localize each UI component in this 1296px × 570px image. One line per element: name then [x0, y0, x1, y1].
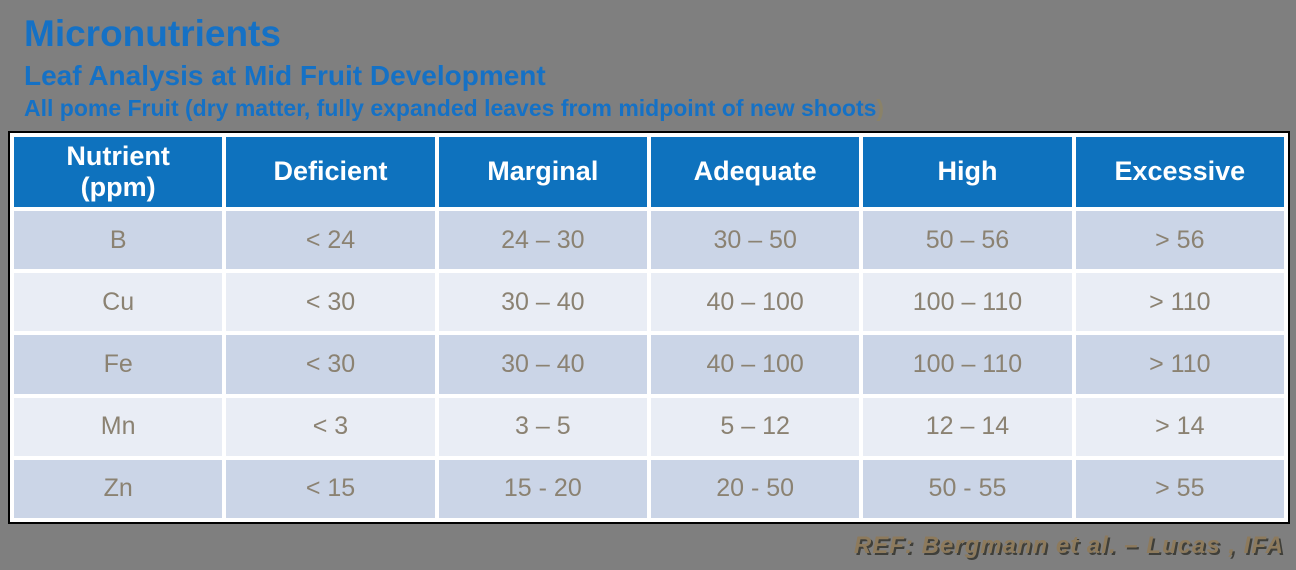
- cell-high: 50 - 55: [863, 459, 1072, 518]
- cell-nutrient: Mn: [14, 397, 223, 456]
- table-header-row: Nutrient (ppm) Deficient Marginal Adequa…: [14, 137, 1284, 207]
- page-subtitle-detail: All pome Fruit (dry matter, fully expand…: [24, 96, 884, 121]
- table-row-manganese: Mn < 3 3 – 5 5 – 12 12 – 14 > 14: [14, 397, 1284, 456]
- cell-deficient: < 30: [226, 335, 435, 394]
- column-header-deficient: Deficient: [226, 137, 435, 207]
- cell-deficient: < 24: [226, 211, 435, 270]
- table-row-boron: B < 24 24 – 30 30 – 50 50 – 56 > 56: [14, 211, 1284, 270]
- cell-excessive: > 55: [1075, 459, 1284, 518]
- cell-high: 50 – 56: [863, 211, 1072, 270]
- cell-deficient: < 3: [226, 397, 435, 456]
- column-header-high: High: [863, 137, 1072, 207]
- cell-nutrient: B: [14, 211, 223, 270]
- column-header-marginal: Marginal: [438, 137, 647, 207]
- subtitle-detail-paren: ): [876, 95, 885, 122]
- table-row-iron: Fe < 30 30 – 40 40 – 100 100 – 110 > 110: [14, 335, 1284, 394]
- reference-citation: REF: Bergmann et al. – Lucas , IFA: [853, 532, 1284, 559]
- cell-deficient: < 15: [226, 459, 435, 518]
- cell-adequate: 5 – 12: [650, 397, 860, 456]
- cell-deficient: < 30: [226, 273, 435, 332]
- cell-high: 12 – 14: [863, 397, 1072, 456]
- cell-adequate: 20 - 50: [650, 459, 860, 518]
- cell-marginal: 24 – 30: [438, 211, 647, 270]
- nutrient-table: Nutrient (ppm) Deficient Marginal Adequa…: [10, 133, 1288, 522]
- cell-adequate: 40 – 100: [650, 335, 860, 394]
- table-row-copper: Cu < 30 30 – 40 40 – 100 100 – 110 > 110: [14, 273, 1284, 332]
- cell-marginal: 3 – 5: [438, 397, 647, 456]
- column-header-excessive: Excessive: [1075, 137, 1284, 207]
- column-header-nutrient-unit: (ppm): [80, 172, 156, 202]
- cell-marginal: 30 – 40: [438, 273, 647, 332]
- cell-nutrient: Fe: [14, 335, 223, 394]
- nutrient-table-frame: Nutrient (ppm) Deficient Marginal Adequa…: [8, 131, 1290, 524]
- table-row-zinc: Zn < 15 15 - 20 20 - 50 50 - 55 > 55: [14, 459, 1284, 518]
- cell-marginal: 15 - 20: [438, 459, 647, 518]
- cell-excessive: > 56: [1075, 211, 1284, 270]
- cell-excessive: > 110: [1075, 273, 1284, 332]
- column-header-nutrient-label: Nutrient: [66, 140, 170, 171]
- title-block: Micronutrients Leaf Analysis at Mid Frui…: [24, 13, 884, 122]
- cell-excessive: > 110: [1075, 335, 1284, 394]
- column-header-nutrient: Nutrient (ppm): [14, 137, 223, 207]
- cell-high: 100 – 110: [863, 273, 1072, 332]
- page-subtitle: Leaf Analysis at Mid Fruit Development: [24, 59, 546, 91]
- page-title: Micronutrients: [24, 13, 281, 54]
- cell-high: 100 – 110: [863, 335, 1072, 394]
- cell-adequate: 30 – 50: [650, 211, 860, 270]
- column-header-adequate: Adequate: [650, 137, 860, 207]
- cell-marginal: 30 – 40: [438, 335, 647, 394]
- cell-nutrient: Zn: [14, 459, 223, 518]
- cell-nutrient: Cu: [14, 273, 223, 332]
- cell-excessive: > 14: [1075, 397, 1284, 456]
- cell-adequate: 40 – 100: [650, 273, 860, 332]
- subtitle-detail-text: All pome Fruit (dry matter, fully expand…: [24, 95, 877, 122]
